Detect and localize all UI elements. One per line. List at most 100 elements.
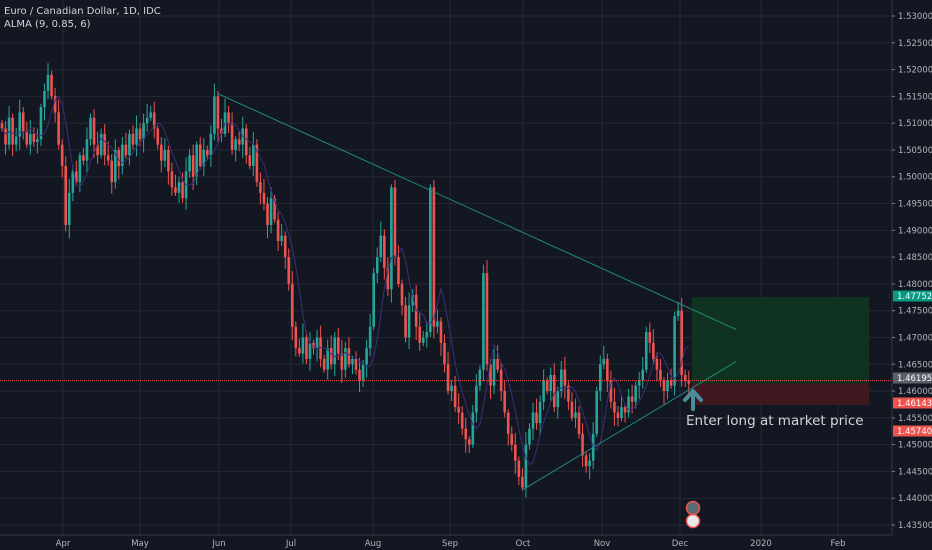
price-label-stop [893,425,932,437]
candle-body [21,112,25,132]
long-position-tool[interactable] [692,297,869,405]
candle-body [354,358,358,370]
trendlines[interactable] [0,93,892,491]
candle-body [160,144,163,161]
loss-zone [692,383,869,405]
candle-body [167,149,170,172]
candle-body [181,182,184,199]
candle-body [514,444,517,461]
candle-body [347,348,351,365]
candle-body [489,364,492,386]
price-label-last [893,372,932,384]
candle-body [460,412,464,429]
time-axis[interactable]: Apr May Jun Jul Aug Sep Oct Nov Dec 2020 Feb [0,534,892,550]
candle-body [71,171,75,193]
candle-body [397,257,400,284]
price-label-target-text: 1.47752 [897,292,932,302]
price-tick-label: 1.47500 [898,307,932,317]
candle-body [669,380,673,386]
candle-body [213,96,216,134]
candle-body [152,112,156,129]
candle-body [216,96,220,129]
candle-body [662,380,666,392]
candle-body [78,155,82,183]
candle-body [50,74,53,97]
candle-body [499,369,503,392]
candle-body [683,374,687,381]
support-trendline [521,361,737,491]
candle-body [252,144,255,167]
price-label-entry-text: 1.46143 [897,399,932,409]
candle-body [390,187,393,290]
candle-body [177,182,181,193]
candle-body [641,369,645,381]
price-label-last-text: 1.46195 [897,374,932,384]
candle-body [298,348,301,354]
candle-body [655,358,659,370]
candle-body [145,117,149,124]
candle-body [188,155,191,172]
candle-body [195,144,198,177]
candle-body [290,283,294,327]
candle-body [255,144,259,183]
candle-body [315,337,319,349]
candle-body [280,235,283,242]
candle-body [616,412,620,418]
candle-body [577,412,581,434]
time-tick-label: Apr [56,539,71,549]
price-tick-label: 1.47000 [898,333,932,343]
candle-body [528,428,531,445]
time-tick-label: Jun [211,539,225,549]
candle-body [326,348,329,370]
candle-body [542,380,545,402]
candle-body [11,117,14,145]
candle-body [351,358,354,365]
candle-body [404,305,407,338]
candle-body [18,112,21,137]
candle-body [220,128,223,134]
candle-body [432,187,436,327]
candle-body [135,128,138,145]
candle-body [634,385,637,402]
candle-body [110,160,114,183]
price-tick-label: 1.43500 [898,521,932,531]
event-markers[interactable] [685,500,701,529]
candle-body [598,364,602,392]
price-tick-label: 1.52000 [898,66,932,76]
indicator-label[interactable]: ALMA (9, 0.85, 6) [4,19,91,30]
candle-body [266,203,269,225]
candle-body [418,326,422,343]
candle-body [128,133,131,156]
candle-body [560,369,563,392]
candle-body [372,273,375,327]
candle-body [117,149,121,167]
price-axis[interactable]: 1.53000 1.52500 1.52000 1.51500 1.51000 1.505… [891,0,932,550]
candle-body [25,131,29,145]
candle-body [244,128,248,156]
dividend-event-icon [685,513,701,529]
candle-body [421,337,425,343]
candle-body [475,385,478,413]
price-tick-label: 1.48000 [898,280,932,290]
annotation-text[interactable]: Enter long at market price [686,413,864,429]
candle-body [425,332,429,338]
price-tick-label: 1.46000 [898,387,932,397]
candle-body [361,364,365,381]
candle-body [609,380,613,402]
arrow-up-icon [683,389,703,411]
candle-body [57,112,60,145]
candle-body [276,219,280,242]
candle-body [606,358,609,381]
candle-body [64,166,68,225]
candle-body [82,155,85,161]
candle-body [283,235,287,258]
candle-body [411,294,414,306]
candle-body [103,133,106,156]
candle-body [457,407,460,413]
candle-body [552,374,556,408]
candle-body [637,380,641,386]
symbol-title[interactable]: Euro / Canadian Dollar, 1D, IDC [4,6,161,17]
candle-body [149,112,152,118]
candle-body [510,433,514,445]
